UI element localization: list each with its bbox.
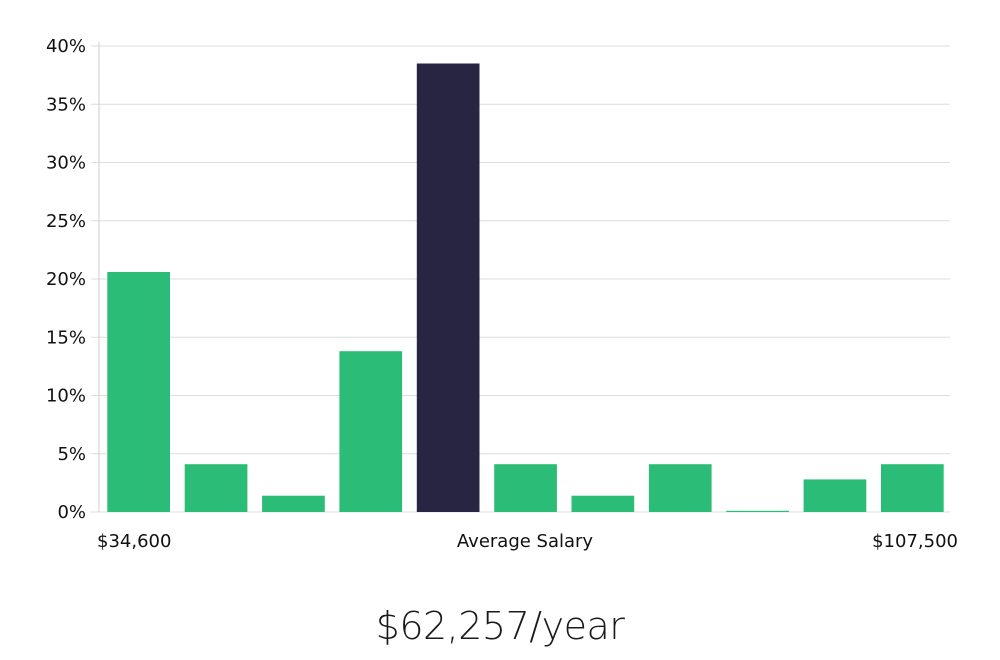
y-tick-label: 30% [46, 153, 86, 174]
bar [881, 464, 944, 512]
y-axis-ticks: 0% 5% 10% 15% 20% 25% 30% 35% 40% [46, 36, 86, 523]
bar [339, 351, 403, 512]
bar [803, 479, 867, 512]
bar [184, 464, 248, 512]
x-label-average: Average Salary [457, 531, 594, 552]
y-tick-label: 15% [46, 327, 86, 348]
x-label-max: $107,500 [872, 531, 958, 552]
bar [726, 510, 789, 512]
y-tick-label: 40% [46, 36, 86, 57]
x-label-min: $34,600 [97, 531, 171, 552]
y-tick-label: 0% [57, 502, 86, 523]
average-salary-value: $62,257/year [375, 604, 625, 648]
grid-lines [91, 45, 950, 513]
y-tick-label: 10% [46, 386, 86, 407]
bar [648, 464, 712, 512]
y-tick-label: 25% [46, 211, 86, 232]
bar [494, 464, 557, 512]
y-tick-label: 5% [57, 444, 86, 465]
bar [262, 495, 325, 512]
bar-average [416, 63, 480, 512]
salary-distribution-chart: 0% 5% 10% 15% 20% 25% 30% 35% 40% $34,600 Averag… [46, 36, 958, 552]
y-tick-label: 35% [46, 94, 86, 115]
y-tick-label: 20% [46, 269, 86, 290]
bars [107, 63, 944, 512]
bar [107, 272, 170, 512]
bar [571, 495, 635, 512]
